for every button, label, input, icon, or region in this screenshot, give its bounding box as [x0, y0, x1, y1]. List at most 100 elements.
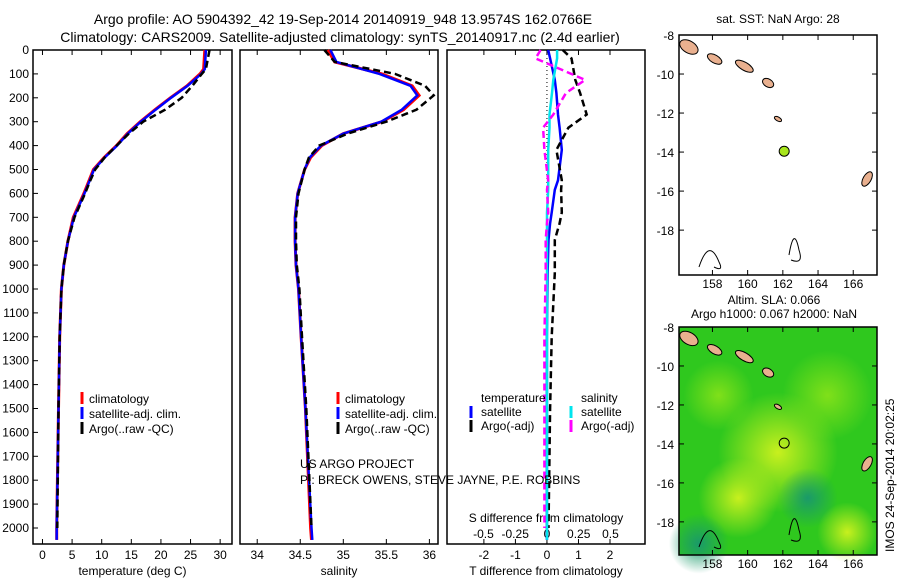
map-y-tick-label: -12: [657, 107, 675, 121]
map-y-tick-label: -10: [657, 360, 675, 374]
sla-anomaly-blob: [782, 350, 873, 441]
reef-outline: [698, 238, 801, 270]
credit-project: US ARGO PROJECT: [300, 457, 415, 471]
timestamp: IMOS 24-Sep-2014 20:02:25: [883, 398, 897, 552]
y-tick-label: 1300: [2, 354, 29, 368]
x-tick-label: 35: [337, 548, 351, 562]
y-tick-label: 1800: [2, 473, 29, 487]
argo-position-marker: [778, 437, 790, 449]
island: [734, 350, 754, 364]
y-tick-label: 1600: [2, 425, 29, 439]
y-tick-label: 600: [9, 186, 29, 200]
legend-label: satellite-adj. clim.: [89, 407, 181, 421]
y-tick-label: 0: [22, 43, 29, 57]
y-tick-label: 1000: [2, 282, 29, 296]
y-tick-label: 500: [9, 162, 29, 176]
map-frame: [678, 34, 878, 276]
y-tick-label: 700: [9, 210, 29, 224]
plot-frame: [446, 49, 646, 545]
map-y-tick-label: -18: [657, 224, 675, 238]
y-tick-label: 300: [9, 115, 29, 129]
sla-anomaly-blob: [777, 468, 838, 528]
y-tick-label: 1200: [2, 330, 29, 344]
x-axis-label: salinity: [321, 564, 358, 578]
x2-tick-label: 0.5: [602, 527, 619, 541]
legend-label: Argo(-adj): [481, 419, 534, 433]
x-tick-label: 20: [154, 548, 168, 562]
legend-label: Argo(..raw -QC): [345, 422, 430, 436]
island: [706, 53, 723, 65]
x-axis-label: T difference from climatology: [469, 564, 623, 578]
y-tick-label: 900: [9, 258, 29, 272]
legend-header-temperature: temperature: [481, 391, 546, 405]
island: [861, 456, 873, 472]
x-tick-label: 15: [125, 548, 139, 562]
x-tick-label: -1: [510, 548, 521, 562]
figure-title-line2: Climatology: CARS2009. Satellite-adjuste…: [60, 29, 620, 45]
reef-outline: [698, 518, 801, 550]
plot-frame: [239, 49, 439, 545]
series-line-t-argo-adj-: [547, 49, 589, 529]
x-tick-label: -2: [479, 548, 490, 562]
y-tick-label: 1400: [2, 378, 29, 392]
y-tick-label: 1500: [2, 401, 29, 415]
map-x-tick-label: 164: [808, 557, 828, 571]
island: [773, 403, 783, 410]
island: [734, 59, 754, 73]
legend-header-salinity: salinity: [581, 391, 618, 405]
y-tick-label: 1100: [3, 306, 29, 320]
sla-anomaly-blob: [683, 360, 754, 431]
legend-label: climatology: [345, 392, 405, 406]
map-y-tick-label: -14: [657, 438, 675, 452]
x2-tick-label: 0.25: [567, 527, 591, 541]
map-y-tick-label: -16: [657, 185, 675, 199]
map-x-tick-label: 162: [773, 277, 793, 291]
legend-label: satellite: [581, 405, 622, 419]
x-tick-label: 34.5: [289, 548, 313, 562]
island: [679, 330, 699, 347]
x-tick-label: 2: [607, 548, 614, 562]
legend-label: satellite: [481, 405, 522, 419]
argo-position-marker: [778, 145, 790, 157]
x-tick-label: 10: [95, 548, 109, 562]
x-tick-label: 0: [544, 548, 551, 562]
credit-pi: PI: BRECK OWENS, STEVE JAYNE, P.E. ROBBI…: [300, 473, 580, 487]
map-y-tick-label: -8: [663, 321, 674, 335]
island: [679, 39, 699, 55]
x2-tick-label: -0.25: [502, 527, 530, 541]
island: [762, 77, 775, 89]
sst-map: 158 160 162 164 166 -8 -10 -12 -14 -16 -18 sat. SST…: [657, 12, 878, 291]
map-title: sat. SST: NaN Argo: 28: [716, 12, 840, 26]
series-line-climatology: [55, 49, 207, 540]
sla-anomaly-blob: [668, 513, 729, 574]
island: [762, 367, 775, 378]
y-tick-label: 1700: [2, 449, 29, 463]
map-frame: [678, 326, 878, 556]
x-tick-label: 36: [423, 548, 437, 562]
island: [773, 115, 783, 123]
sla-map: 158 160 162 164 166 -8 -10 -12 -14 -16 -18 Altim. S…: [657, 293, 878, 574]
map-x-tick-label: 162: [773, 557, 793, 571]
sla-anomaly-blob: [817, 502, 878, 563]
y-tick-label: 200: [9, 91, 29, 105]
map-y-tick-label: -12: [657, 399, 675, 413]
panel-temperature: 0 5 10 15 20 25 300100200300400500600700800900…: [2, 43, 233, 578]
x-axis-label: temperature (deg C): [78, 564, 186, 578]
y-tick-label: 1900: [2, 497, 29, 511]
legend-label: Argo(-adj): [581, 419, 634, 433]
map-x-tick-label: 160: [738, 557, 758, 571]
x-tick-label: 5: [69, 548, 76, 562]
map-y-tick-label: -8: [663, 29, 674, 43]
y-tick-label: 400: [9, 139, 29, 153]
map-title-line2: Argo h1000: 0.067 h2000: NaN: [691, 307, 857, 321]
island: [861, 171, 873, 187]
legend-label: climatology: [89, 392, 149, 406]
x-tick-label: 25: [184, 548, 198, 562]
map-title-line1: Altim. SLA: 0.066: [728, 293, 821, 307]
map-x-tick-label: 160: [738, 277, 758, 291]
x-tick-label: 34: [251, 548, 265, 562]
x-tick-label: 30: [213, 548, 227, 562]
map-x-tick-label: 158: [702, 557, 722, 571]
